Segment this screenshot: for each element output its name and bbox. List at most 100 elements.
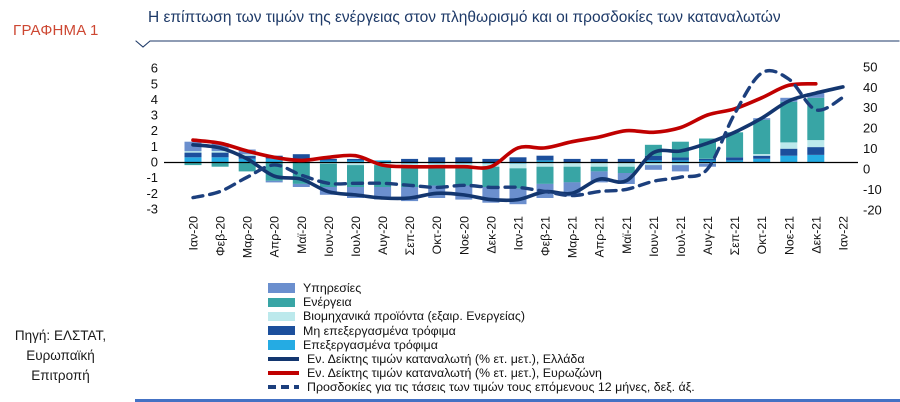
x-axis-label: Οκτ-21 [755,216,769,255]
bar-segment [590,158,608,162]
y-axis-left-tick-label: -3 [146,201,158,216]
y-axis-left-tick-label: 2 [151,123,158,138]
legend-swatch-rect [268,311,295,322]
legend-swatch-line [268,357,299,362]
bar-segment [536,162,554,167]
bar-segment [753,119,771,155]
bar-segment [455,166,473,186]
x-axis-label: Οκτ-20 [430,216,444,255]
bar-segment [347,160,364,162]
bar-segment [699,158,716,161]
bottom-border-line [135,399,900,402]
legend-item-bar-2: Βιομηχανικά προϊόντα (εξαιρ. Ενεργείας) [268,309,695,323]
bar-segment [211,151,229,153]
bar-segment [753,154,771,156]
figure-label: ΓΡΑΦΗΜΑ 1 [13,22,99,39]
y-axis-right-tick-label: -20 [863,202,882,217]
bar-segment [726,132,744,158]
x-axis-label: Απρ-20 [268,216,282,258]
x-axis-label: Δεκ-20 [484,216,498,254]
bar-segment [563,158,581,162]
legend-item-bar-0: Υπηρεσίες [268,281,695,295]
bar-segment [726,157,744,161]
x-axis-label: Ιουν-20 [322,216,336,257]
sidebar-panel: ΓΡΑΦΗΜΑ 1 Πηγή: ΕΛΣΤΑΤ, Ευρωπαϊκή Επιτρο… [0,0,121,402]
y-axis-right-tick-label: 50 [863,59,877,74]
bar-segment [428,166,446,186]
bar-segment [265,158,283,162]
legend-swatch-rect [268,297,295,308]
source-line-3: Επιτροπή [31,368,90,383]
bar-segment [617,173,635,184]
x-axis-label: Φεβ-21 [539,216,553,256]
bar-segment [184,152,202,158]
bar-segment [753,158,771,162]
bar-segment [347,165,364,187]
bar-segment [347,187,364,198]
legend-label: Επεξεργασμένα τρόφιμα [303,337,438,352]
y-axis-right-tick-label: 20 [863,121,877,136]
bar-segment [509,157,527,162]
y-axis-left-tick-label: 5 [151,76,158,91]
bar-segment [536,166,554,184]
x-axis-label: Μαϊ-20 [295,216,309,254]
legend-label: Προσδοκίες για τις τάσεις των τιμών τους… [307,380,695,395]
x-axis-label: Ιαν-21 [511,216,525,251]
x-axis-label: Σεπ-20 [403,216,417,256]
y-axis-left-tick-label: 0 [151,155,158,170]
x-axis-label: Ιαν-20 [187,216,201,251]
bar-segment [590,166,608,172]
legend-label: Μη επεξεργασμένα τρόφιμα [303,323,456,338]
x-axis-label: Νοε-20 [457,216,471,255]
bar-segment [563,166,581,183]
bar-segment [428,157,446,162]
y-axis-right-tick-label: 10 [863,141,877,156]
bar-segment [807,140,825,148]
bar-segment [671,160,689,162]
bar-segment [455,157,473,162]
legend-swatch-line [268,371,299,376]
bar-segment [238,154,256,156]
bar-segment [211,157,229,162]
bar-segment [780,148,798,156]
bar-segment [238,162,256,172]
legend-label: Βιομηχανικά προϊόντα (εξαιρ. Ενεργείας) [303,309,526,324]
legend-label: Εν. Δείκτης τιμών καταναλωτή (% ετ. μετ.… [307,366,602,381]
bar-segment [807,93,825,98]
bar-segment [671,165,689,172]
price-expectations-dashed-line [191,68,845,200]
legend-label: Εν. Δείκτης τιμών καταναλωτή (% ετ. μετ.… [307,352,585,367]
title-underline [135,40,900,48]
legend-swatch-rect [268,283,295,293]
bar-segment [726,160,744,162]
x-axis-label: Ιουλ-21 [674,216,688,257]
y-axis-left-tick-label: 4 [151,92,158,107]
bar-segment [184,157,202,162]
bar-segment [807,147,825,155]
bar-segment [563,162,581,167]
bar-segment [374,160,392,162]
bar-segment [211,162,229,167]
bar-segment [319,160,337,162]
bar-segment [644,165,662,170]
bar-segment [780,101,798,143]
legend-item-bar-1: Ενέργεια [268,295,695,309]
bar-segment [780,155,798,162]
source-note: Πηγή: ΕΛΣΤΑΤ, Ευρωπαϊκή Επιτροπή [0,326,121,386]
bar-segment [699,163,716,167]
bar-segment [184,162,202,166]
bar-segment [482,166,500,187]
hicp-greece-line [191,85,845,203]
x-axis-label: Απρ-21 [593,216,607,258]
x-axis-label: Νοε-21 [782,216,796,255]
bar-segment [617,162,635,167]
x-axis-label: Ιαν-22 [836,216,850,251]
y-axis-right-tick-label: 0 [863,162,870,177]
source-line-1: Πηγή: ΕΛΣΤΑΤ, [14,328,107,343]
x-axis-label: Δεκ-21 [809,216,823,254]
bar-segment [347,162,364,166]
bar-segment [671,162,689,166]
y-axis-left-tick-label: -1 [146,170,158,185]
x-axis-label: Ιουλ-20 [349,216,363,257]
